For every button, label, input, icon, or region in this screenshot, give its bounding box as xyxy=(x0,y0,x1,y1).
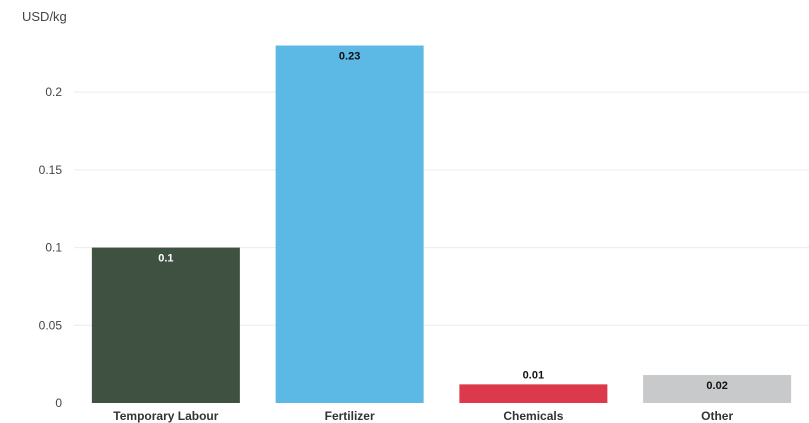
bar xyxy=(459,384,608,403)
bar xyxy=(275,45,424,404)
bars xyxy=(91,45,792,404)
y-tick-label: 0 xyxy=(55,396,62,410)
category-label: Chemicals xyxy=(503,409,563,423)
y-tick-label: 0.05 xyxy=(39,318,63,332)
category-label: Temporary Labour xyxy=(113,409,218,423)
category-label: Fertilizer xyxy=(325,409,375,423)
y-axis-unit-label: USD/kg xyxy=(22,9,67,24)
data-label: 0.1 xyxy=(158,253,173,265)
data-label: 0.01 xyxy=(523,369,544,381)
data-label: 0.02 xyxy=(706,380,727,392)
y-tick-label: 0.15 xyxy=(39,163,63,177)
data-labels: 0.1 0.23 0.01 0.02 xyxy=(158,51,728,392)
y-tick-label: 0.2 xyxy=(45,85,62,99)
bar xyxy=(643,375,792,403)
data-label: 0.23 xyxy=(339,51,360,63)
y-axis-ticks: 0 0.05 0.1 0.15 0.2 xyxy=(39,85,63,410)
x-axis-categories: Temporary Labour Fertilizer Chemicals Other xyxy=(113,409,733,423)
category-label: Other xyxy=(701,409,733,423)
y-tick-label: 0.1 xyxy=(45,241,62,255)
bar xyxy=(91,247,240,403)
